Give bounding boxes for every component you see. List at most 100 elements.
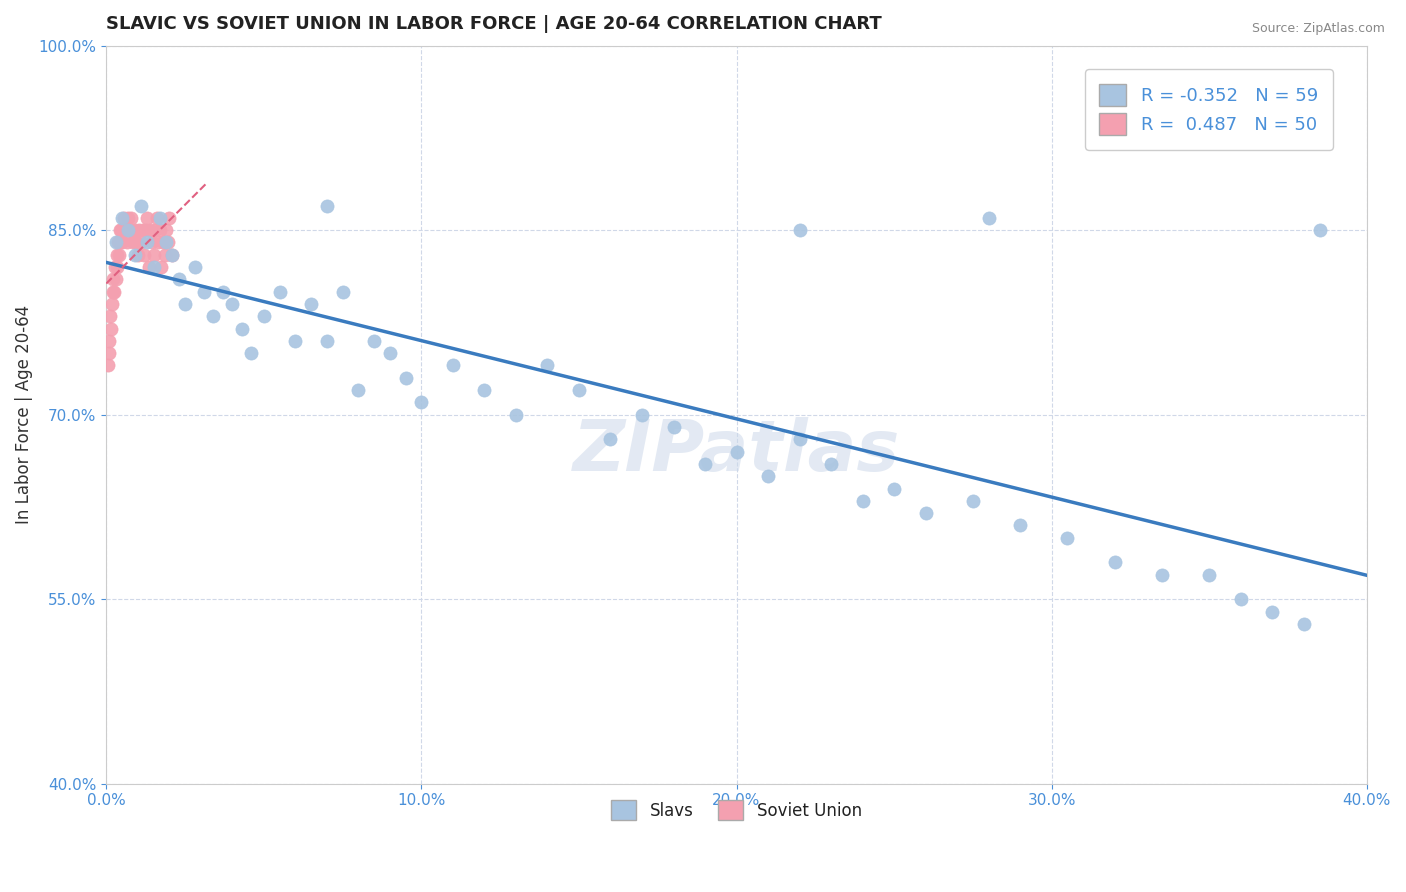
Point (101, 297, 124, 311)
Point (111, 235, 134, 250)
Point (152, 235, 174, 250)
Point (332, 285, 354, 299)
Point (97, 346, 120, 360)
Point (132, 248, 155, 262)
Point (315, 334, 337, 348)
Point (150, 260, 173, 274)
Point (105, 248, 128, 262)
Point (104, 235, 127, 250)
Point (129, 235, 152, 250)
Point (315, 198, 337, 212)
Point (107, 235, 129, 250)
Point (789, 223, 811, 237)
Point (136, 211, 159, 225)
Point (111, 211, 134, 225)
Point (115, 235, 138, 250)
Point (347, 383, 370, 397)
Point (1292, 616, 1315, 631)
Point (155, 235, 177, 250)
Point (536, 359, 558, 373)
Point (363, 334, 385, 348)
Point (114, 223, 136, 237)
Point (269, 285, 291, 299)
Point (136, 235, 159, 250)
Point (411, 395, 433, 409)
Point (142, 260, 165, 274)
Point (852, 493, 875, 508)
Point (110, 235, 132, 250)
Point (138, 260, 160, 274)
Point (124, 248, 146, 262)
Point (231, 321, 253, 335)
Point (284, 334, 307, 348)
Point (127, 248, 149, 262)
Point (139, 223, 162, 237)
Point (756, 469, 779, 483)
Point (142, 248, 165, 262)
Point (125, 235, 148, 250)
Point (117, 211, 139, 225)
Point (108, 248, 131, 262)
Point (98, 310, 121, 324)
Point (156, 235, 179, 250)
Point (149, 223, 172, 237)
Point (117, 223, 139, 237)
Point (883, 482, 905, 496)
Point (112, 211, 135, 225)
Point (118, 223, 141, 237)
Point (148, 235, 170, 250)
Point (1229, 592, 1251, 607)
Point (162, 248, 184, 262)
Text: SLAVIC VS SOVIET UNION IN LABOR FORCE | AGE 20-64 CORRELATION CHART: SLAVIC VS SOVIET UNION IN LABOR FORCE | … (107, 15, 882, 33)
Point (631, 408, 654, 422)
Point (97, 359, 120, 373)
Point (378, 346, 401, 360)
Point (100, 321, 122, 335)
Point (202, 310, 225, 324)
Point (155, 223, 177, 237)
Point (599, 432, 621, 446)
Point (1150, 567, 1173, 582)
Y-axis label: In Labor Force | Age 20-64: In Labor Force | Age 20-64 (15, 305, 32, 524)
Point (162, 248, 184, 262)
Point (103, 285, 125, 299)
Text: ZIPatlas: ZIPatlas (572, 417, 900, 486)
Point (914, 506, 936, 520)
Legend: Slavs, Soviet Union: Slavs, Soviet Union (605, 793, 869, 827)
Point (1056, 531, 1078, 545)
Point (505, 408, 527, 422)
Point (108, 223, 131, 237)
Point (145, 211, 167, 225)
Point (143, 223, 166, 237)
Point (101, 285, 124, 299)
Point (129, 198, 152, 212)
Point (153, 248, 176, 262)
Point (104, 260, 127, 274)
Point (789, 432, 811, 446)
Point (121, 211, 143, 225)
Point (240, 346, 263, 360)
Point (962, 493, 984, 508)
Point (568, 383, 591, 397)
Point (104, 272, 127, 286)
Point (474, 383, 496, 397)
Point (131, 223, 153, 237)
Point (122, 235, 145, 250)
Point (135, 223, 157, 237)
Point (128, 223, 150, 237)
Point (124, 223, 146, 237)
Point (103, 272, 125, 286)
Point (395, 371, 418, 385)
Point (1104, 555, 1126, 569)
Point (98, 334, 121, 348)
Point (105, 260, 128, 274)
Text: Source: ZipAtlas.com: Source: ZipAtlas.com (1251, 22, 1385, 36)
Point (1198, 567, 1220, 582)
Point (1261, 605, 1284, 619)
Point (977, 211, 1000, 225)
Point (662, 420, 685, 434)
Point (149, 211, 172, 225)
Point (174, 297, 197, 311)
Point (693, 457, 716, 471)
Point (299, 297, 322, 311)
